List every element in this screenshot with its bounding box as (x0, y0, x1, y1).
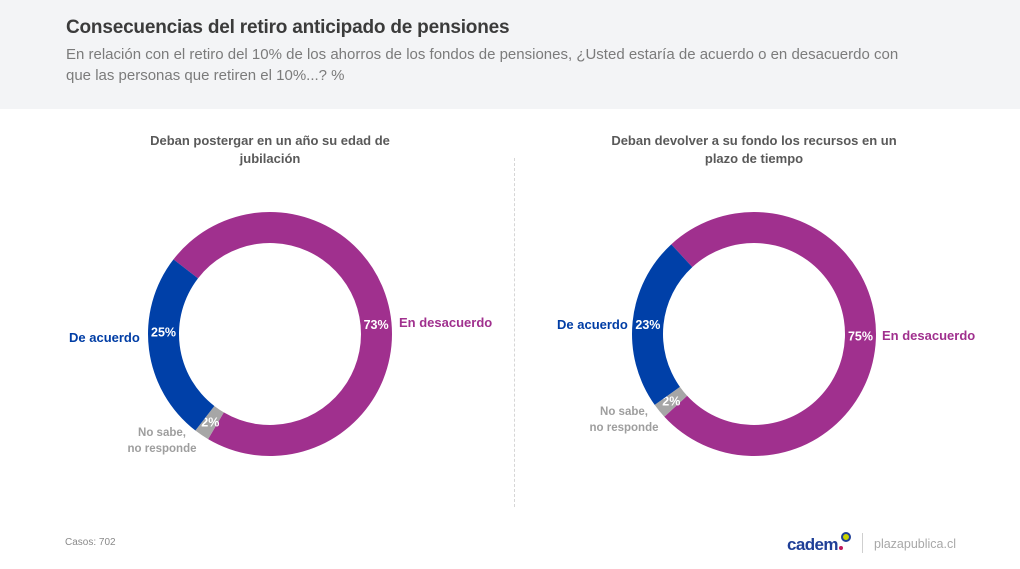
chart-title-left: Deban postergar en un año su edad de jub… (150, 133, 390, 166)
no-sabe-line1: No sabe, (600, 406, 648, 418)
donut-slice-de-acuerdo (631, 244, 693, 405)
donut-slice-no-sabe (654, 386, 688, 417)
header-band (0, 0, 1020, 109)
legend-label-no-sabe-left: No sabe, no responde (118, 425, 206, 457)
donut-chart-right: 75% 2% 23% (631, 212, 876, 457)
legend-label-de-acuerdo-left: De acuerdo (69, 330, 140, 345)
donut-slice-de-acuerdo (148, 259, 215, 431)
donut-slice-en-desacuerdo (664, 212, 876, 457)
cadem-logo-mark-icon (839, 532, 851, 550)
no-sabe-line2: no responde (127, 443, 197, 455)
no-sabe-line2: no responde (589, 422, 659, 434)
donut-slice-no-sabe (195, 406, 224, 440)
data-label-en-desacuerdo: 73% (364, 318, 389, 332)
data-label-no-sabe: 2% (662, 395, 680, 409)
data-label-no-sabe: 2% (201, 416, 219, 430)
page-subtitle: En relación con el retiro del 10% de los… (66, 46, 899, 84)
donut-chart-left: 73% 2% 25% (148, 211, 393, 457)
panel-divider (514, 158, 515, 507)
footer-separator (862, 533, 863, 553)
cases-note: Casos: 702 (65, 537, 116, 548)
no-sabe-line1: No sabe, (138, 427, 186, 439)
cadem-logo-text: cadem (787, 535, 838, 554)
data-label-en-desacuerdo: 75% (848, 329, 873, 343)
data-label-de-acuerdo: 23% (635, 318, 660, 332)
legend-label-en-desacuerdo-left: En desacuerdo (399, 315, 493, 330)
legend-label-no-sabe-right: No sabe, no responde (580, 404, 668, 436)
page-title: Consecuencias del retiro anticipado de p… (66, 17, 510, 38)
chart-title-right: Deban devolver a su fondo los recursos e… (611, 133, 897, 166)
site-link[interactable]: plazapublica.cl (874, 537, 956, 551)
legend-label-en-desacuerdo-right: En desacuerdo (882, 328, 976, 343)
data-label-de-acuerdo: 25% (151, 326, 176, 340)
legend-label-de-acuerdo-right: De acuerdo (557, 317, 628, 332)
